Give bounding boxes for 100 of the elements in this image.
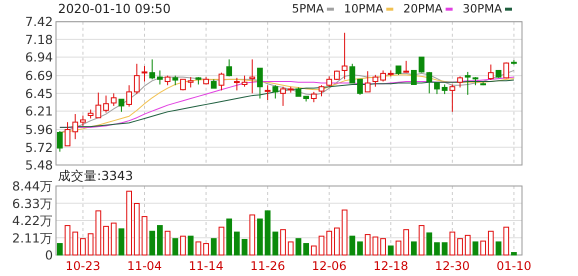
x-tick-label: 01-10 xyxy=(496,259,532,273)
y-tick-label: 6.69 xyxy=(25,68,54,84)
bar xyxy=(511,252,517,256)
candlestick xyxy=(218,72,224,91)
y-tick-label: 5.72 xyxy=(25,140,53,155)
y-tick-label: 5.48 xyxy=(25,158,54,172)
bar xyxy=(118,228,124,256)
x-tick-label: 12-18 xyxy=(373,259,408,273)
bar xyxy=(149,230,156,256)
y-tick-label: 7.42 xyxy=(25,14,53,30)
candlestick xyxy=(249,58,256,94)
candlestick xyxy=(318,84,324,97)
bar xyxy=(242,238,248,256)
bar xyxy=(134,202,140,256)
bar xyxy=(226,218,232,256)
y-tick-label: 7.18 xyxy=(25,32,54,47)
bar xyxy=(357,241,363,256)
bar xyxy=(310,246,317,256)
y-tick-label: 2.11万 xyxy=(12,230,53,246)
bar xyxy=(280,229,286,256)
x-tick-label: 11-04 xyxy=(127,259,162,273)
candlestick xyxy=(72,114,78,140)
bar xyxy=(264,210,271,256)
candlestick xyxy=(64,122,70,146)
bar xyxy=(188,236,194,256)
bar xyxy=(388,246,394,256)
bar xyxy=(318,236,324,256)
candlestick xyxy=(326,76,332,88)
candlestick xyxy=(56,130,63,152)
bar xyxy=(472,241,478,256)
candlestick xyxy=(80,115,86,126)
y-tick-label: 4.22万 xyxy=(12,213,53,228)
candlestick xyxy=(242,75,248,88)
candlestick xyxy=(310,91,317,103)
bar xyxy=(103,226,109,256)
candlestick xyxy=(95,92,102,118)
bar xyxy=(426,232,432,256)
candlestick xyxy=(149,58,156,80)
bar xyxy=(95,210,102,256)
bar xyxy=(288,241,294,256)
bar xyxy=(64,225,70,256)
candlestick xyxy=(234,77,240,91)
bar xyxy=(442,242,448,256)
legend-label: 10PMA xyxy=(344,2,384,16)
bar xyxy=(364,234,371,256)
bar xyxy=(172,238,178,256)
bar xyxy=(210,238,217,256)
candlestick xyxy=(110,92,117,106)
bar xyxy=(480,240,486,256)
candlestick xyxy=(188,76,194,88)
y-tick-label: 5.96 xyxy=(25,122,54,138)
x-tick-label: 12-06 xyxy=(312,259,347,273)
candlestick xyxy=(180,78,186,91)
bar xyxy=(126,190,132,256)
bar xyxy=(496,241,502,256)
bar xyxy=(72,232,78,256)
bar xyxy=(110,222,117,256)
y-tick-label: 6.21 xyxy=(25,104,53,119)
bar xyxy=(403,229,410,256)
candlestick xyxy=(357,78,363,96)
bar xyxy=(157,225,163,256)
x-tick-label: 10-23 xyxy=(66,259,100,273)
candlestick xyxy=(118,98,124,112)
bar xyxy=(272,232,278,256)
bar xyxy=(56,243,63,256)
bar xyxy=(257,218,263,256)
legend-label: 5PMA xyxy=(292,2,324,16)
bar xyxy=(449,232,456,256)
bar xyxy=(418,225,424,256)
candlestick xyxy=(164,75,170,86)
y-tick-label: 6.45 xyxy=(25,86,53,101)
candlestick xyxy=(464,71,471,96)
candlestick xyxy=(349,63,356,84)
candlestick xyxy=(157,70,163,85)
bar xyxy=(396,240,402,256)
bar xyxy=(234,232,240,256)
candlestick xyxy=(134,63,140,95)
bar xyxy=(464,234,471,256)
bar xyxy=(503,226,510,256)
bar xyxy=(349,236,356,256)
bar xyxy=(410,241,417,256)
bar xyxy=(142,216,148,256)
candlestick xyxy=(257,68,263,100)
chart-title: 2020-01-10 09:50 xyxy=(58,1,171,16)
bar xyxy=(326,230,332,256)
bar xyxy=(434,242,440,256)
bar xyxy=(457,238,463,256)
chart-title: 成交量:3343 xyxy=(58,168,134,183)
candlestick xyxy=(172,75,178,86)
bar xyxy=(249,214,256,256)
candlestick xyxy=(264,84,271,100)
candlestick xyxy=(142,66,148,82)
candlestick xyxy=(442,84,448,95)
candlestick xyxy=(488,64,494,81)
x-tick-label: 11-26 xyxy=(250,259,286,273)
legend-label: 30PMA xyxy=(462,2,502,16)
candlestick xyxy=(434,82,440,95)
candlestick xyxy=(364,70,371,92)
y-tick-label: 6.33万 xyxy=(12,196,53,211)
candlestick xyxy=(226,58,232,77)
